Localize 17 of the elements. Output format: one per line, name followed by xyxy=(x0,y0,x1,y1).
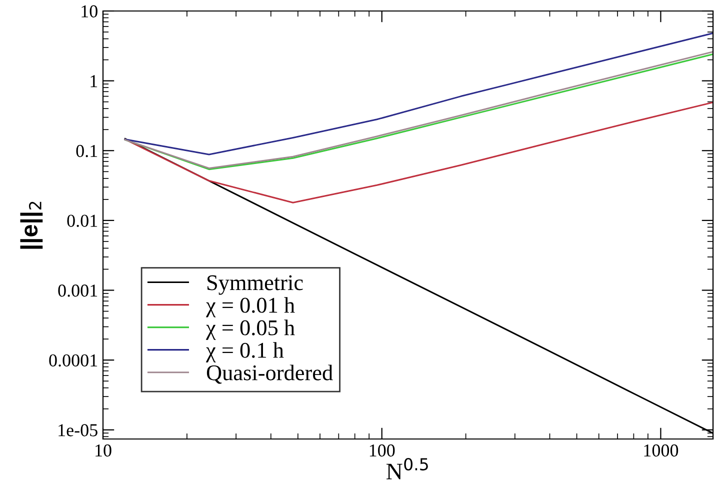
x-tick-label: 10 xyxy=(96,444,112,457)
y-tick-label: 10 xyxy=(82,5,98,18)
y-tick-label: 1e-05 xyxy=(58,424,98,436)
legend-label: χ = 0.05 h xyxy=(206,320,295,340)
y-tick-label: 1 xyxy=(90,75,98,88)
y-tick-label: 0.01 xyxy=(67,214,98,227)
y-tick-label: 0.0001 xyxy=(49,354,98,367)
legend-label: Quasi-ordered xyxy=(206,364,333,384)
y-axis-title: ||e||$_{2}$ xyxy=(20,202,43,249)
y-tick-label: 0.001 xyxy=(58,284,98,297)
legend-label: Symmetric xyxy=(207,275,303,295)
x-axis-title: N$^{0.5}$ xyxy=(386,458,428,480)
legend-label: χ = 0.1 h xyxy=(206,342,284,362)
x-tick-label: 1000 xyxy=(644,444,678,457)
y-tick-label: 0.1 xyxy=(76,144,98,158)
x-tick-label: 100 xyxy=(370,444,395,457)
legend-label: χ = 0.01 h xyxy=(206,297,295,318)
